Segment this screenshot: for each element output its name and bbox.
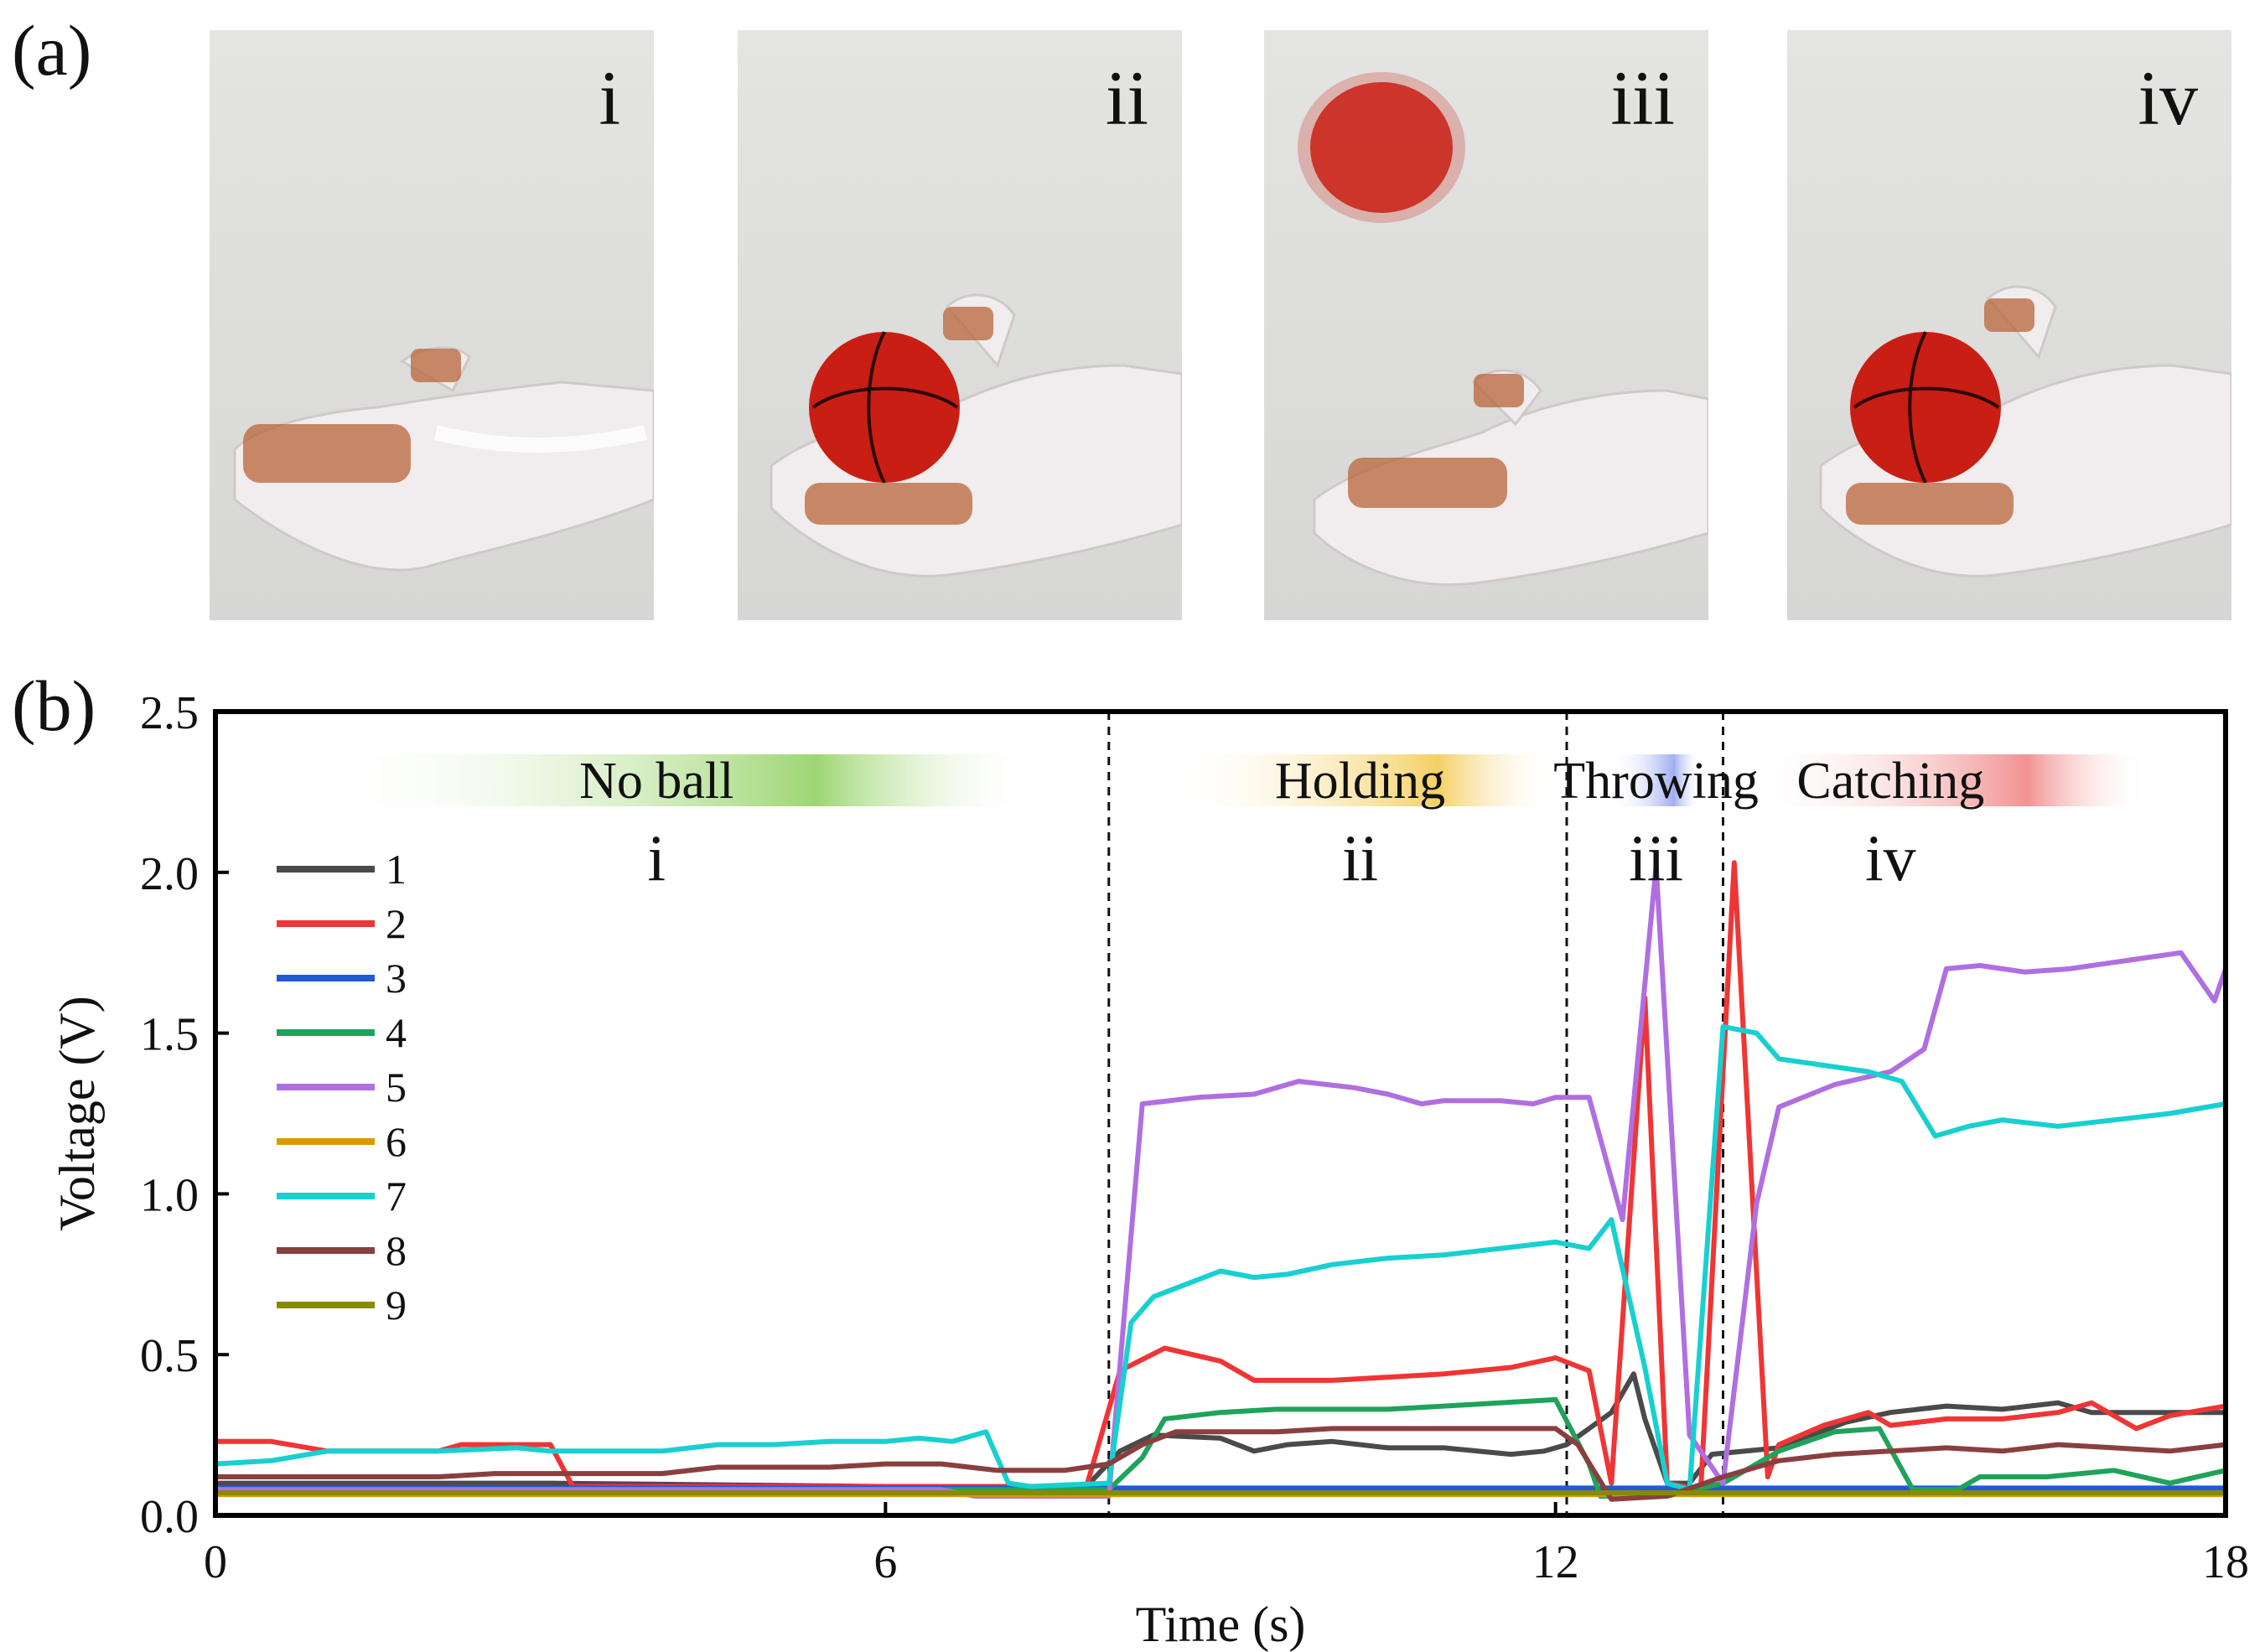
phase-name-iv: Catching: [1796, 753, 1984, 810]
panel-b-label: (b): [12, 665, 96, 746]
phase-name-ii: Holding: [1275, 753, 1445, 810]
phase-numeral-ii: ii: [1342, 821, 1378, 894]
phase-name-i: No ball: [579, 753, 733, 810]
photo-panel-i: i: [210, 30, 654, 620]
y-tick-label: 0.5: [140, 1330, 199, 1382]
series-2-line: [215, 860, 2226, 1493]
legend-label-1: 1: [386, 846, 407, 893]
plot-frame: [213, 709, 2228, 1518]
y-tick-label: 0.0: [140, 1491, 199, 1543]
phase-numeral-iii: iii: [1629, 821, 1683, 894]
photo-panel-ii: ii: [738, 30, 1182, 620]
phase-band-i: [315, 754, 1031, 806]
x-tick-label: 6: [873, 1536, 897, 1588]
phase-name-iii: Throwing: [1553, 753, 1759, 810]
voltage-chart: 0.00.51.01.52.02.50 6 12 18 No balliHolding…: [49, 687, 2249, 1652]
series-8-line: [215, 1426, 2226, 1502]
x-axis-label: Time (s): [1136, 1597, 1306, 1652]
phase-band-ii: [1164, 754, 1556, 806]
legend-label-8: 8: [386, 1227, 407, 1274]
panel-a-label: (a): [12, 10, 92, 91]
series-7-line: [215, 1023, 2226, 1493]
legend-label-6: 6: [386, 1118, 407, 1165]
legend-label-9: 9: [386, 1282, 407, 1328]
photo-numeral: iv: [2138, 55, 2198, 141]
photo-panel-iii: iii: [1264, 30, 1708, 620]
y-tick-label: 2.5: [140, 687, 199, 739]
y-tick-label: 2.0: [140, 848, 199, 900]
photo-numeral: iii: [1610, 55, 1675, 141]
photo-panel-iv: iv: [1787, 30, 2231, 620]
legend-label-3: 3: [386, 955, 407, 1002]
photo-scene: [1298, 72, 1708, 586]
legend-label-2: 2: [386, 900, 407, 947]
legend-label-5: 5: [386, 1064, 407, 1111]
y-tick-label: 1.0: [140, 1169, 199, 1221]
photo-scene: [770, 293, 1182, 577]
phase-band-iv: [1745, 754, 2148, 806]
photo-scene: [233, 346, 654, 572]
phase-numeral-i: i: [647, 821, 666, 894]
photo-scene: [1819, 285, 2231, 577]
x-tick-label: 18: [2202, 1536, 2249, 1588]
legend-label-4: 4: [386, 1009, 407, 1056]
x-tick-label: 0: [204, 1536, 227, 1588]
phase-band-iii: [1611, 754, 1701, 806]
photo-numeral: i: [599, 55, 620, 141]
y-tick-label: 1.5: [140, 1009, 199, 1061]
series-5-line: [215, 863, 2228, 1499]
phase-numeral-iv: iv: [1865, 821, 1916, 894]
x-tick-label: 12: [1532, 1536, 1579, 1588]
y-axis-label: Voltage (V): [49, 996, 105, 1231]
series-1-line: [215, 1371, 2226, 1489]
photo-numeral: ii: [1105, 55, 1148, 141]
legend-label-7: 7: [386, 1173, 407, 1220]
